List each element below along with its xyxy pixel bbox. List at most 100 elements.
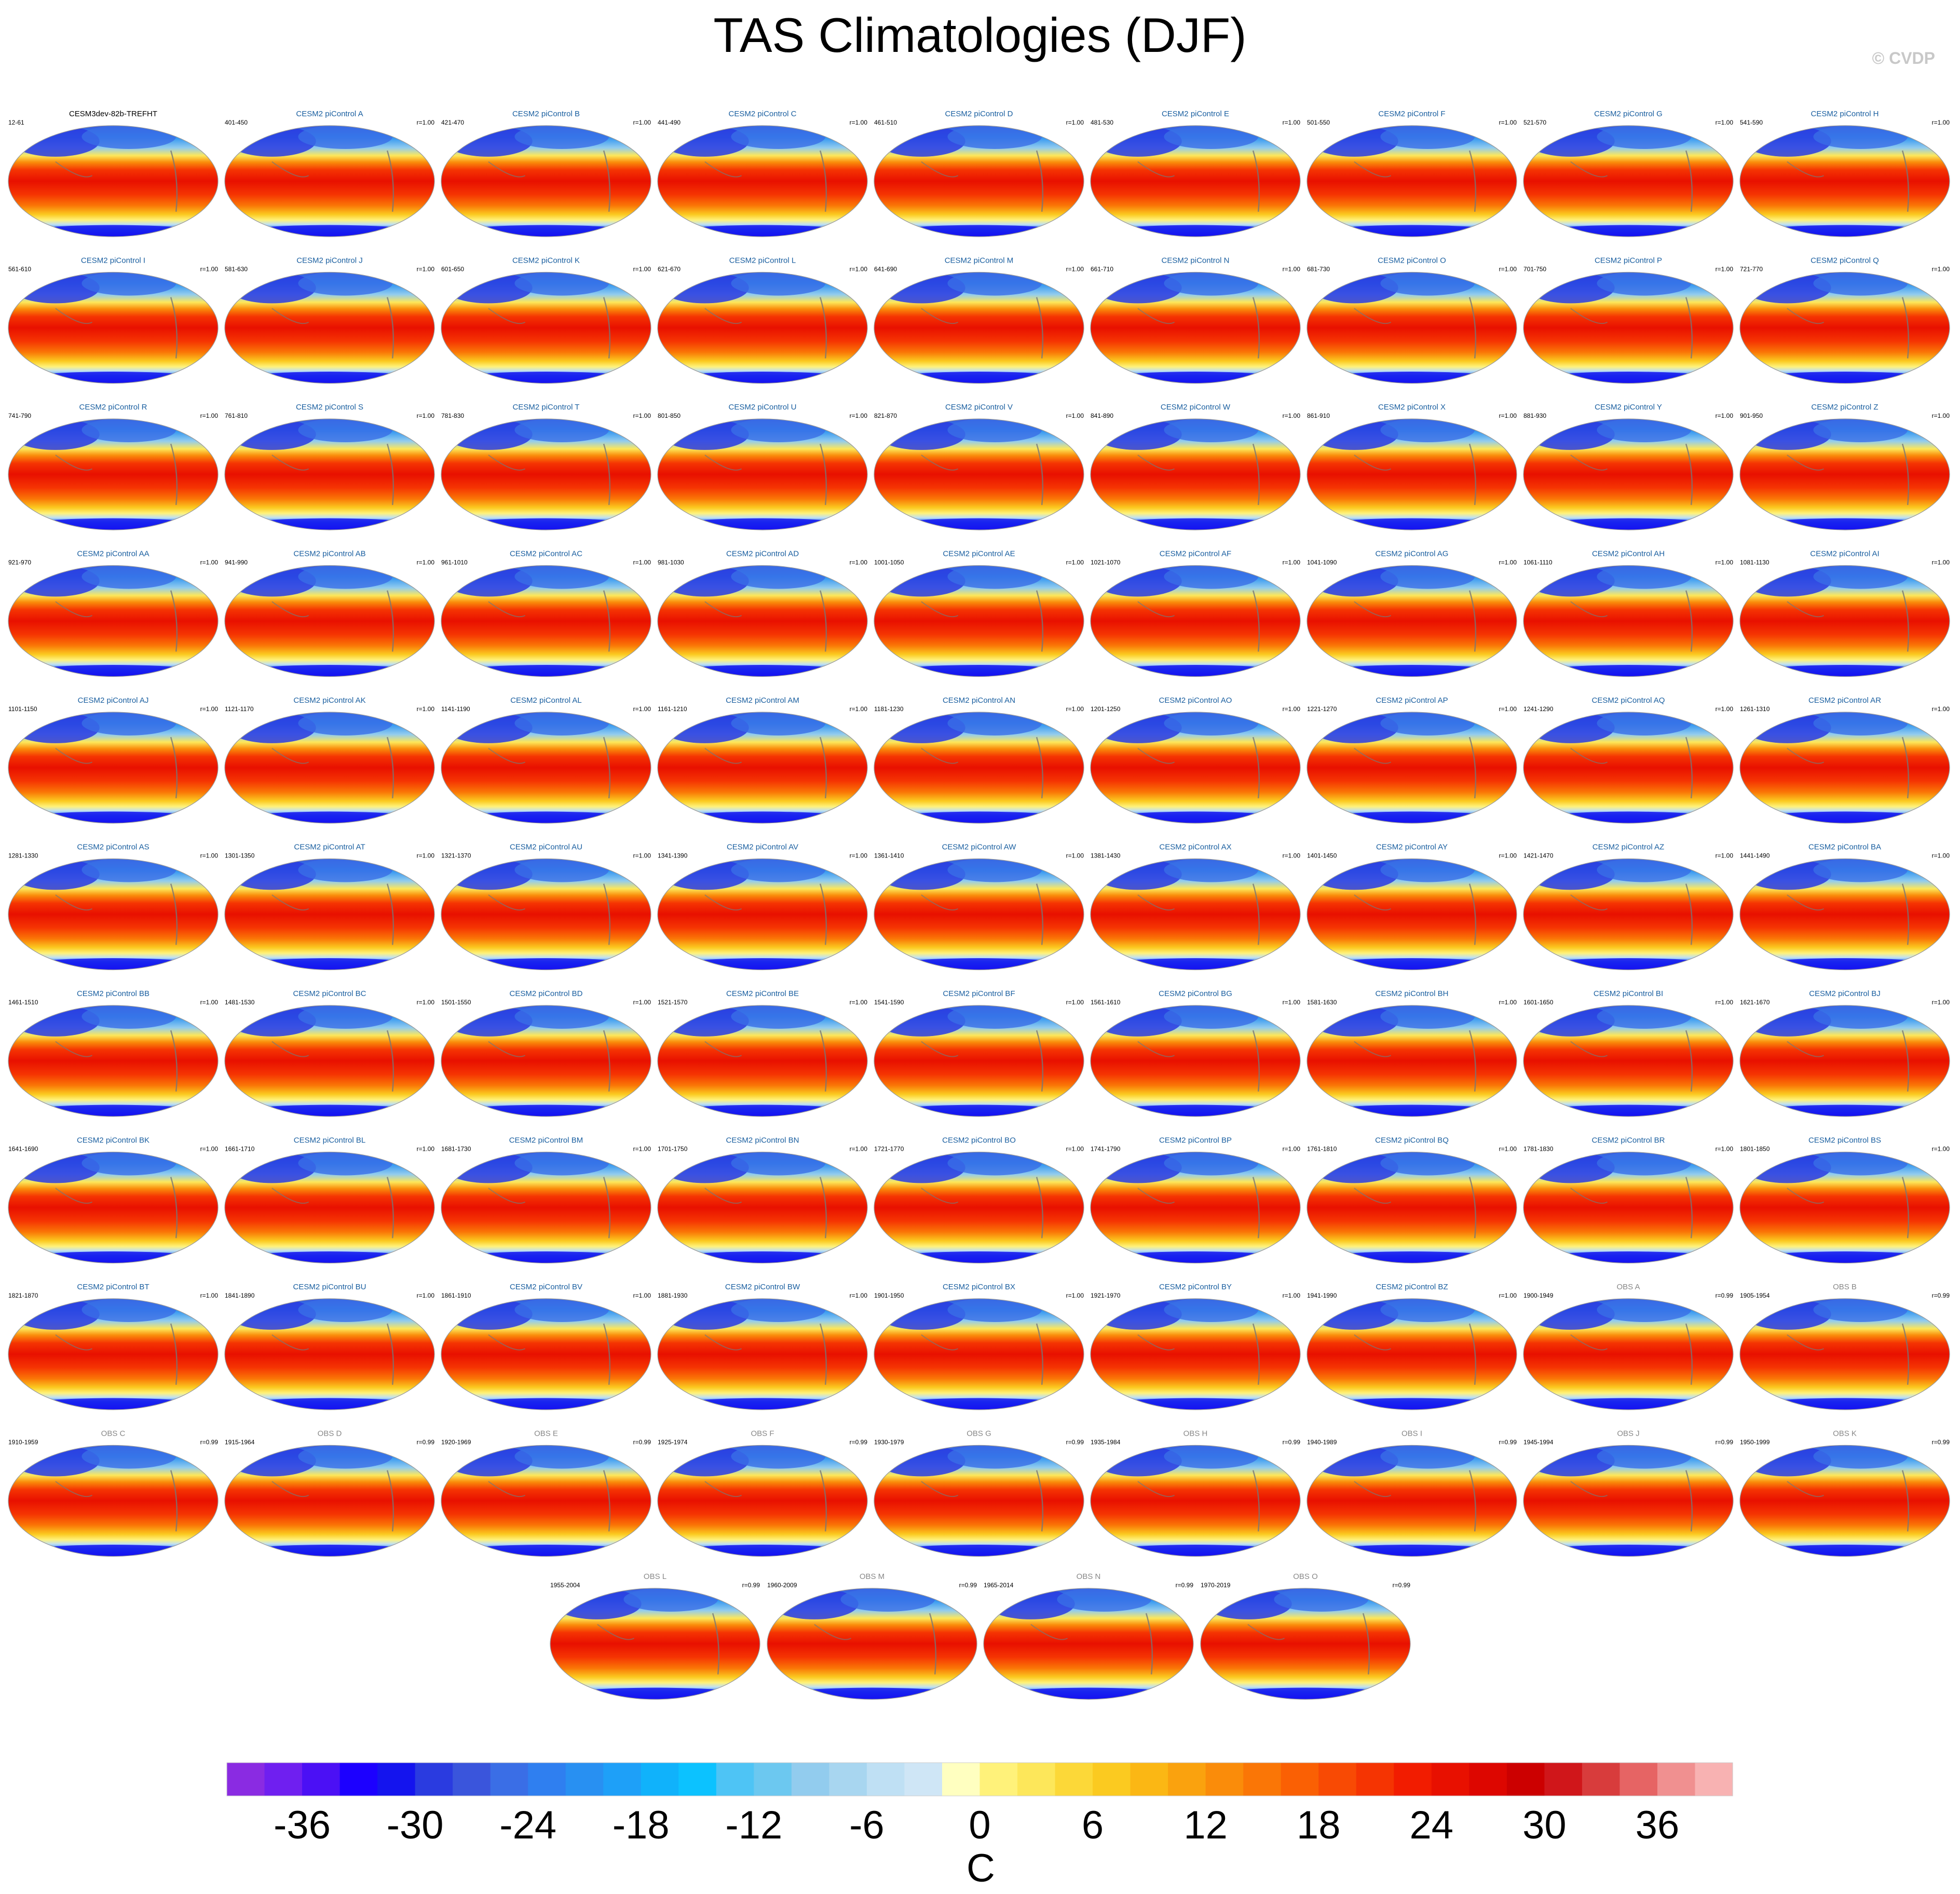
coastline <box>1901 150 1910 212</box>
map-border <box>1523 1445 1734 1557</box>
coastline <box>1468 1030 1477 1092</box>
cold-region <box>298 272 393 296</box>
coastline <box>1354 1188 1392 1204</box>
colorbar-swatch <box>1205 1763 1244 1796</box>
map-panel: CESM2 piControl BN 1701-1750 r=1.00 <box>657 1136 868 1264</box>
cold-region <box>298 1445 393 1469</box>
panel-title: CESM2 piControl A <box>296 110 363 118</box>
cold-region <box>1101 1545 1290 1557</box>
map-panel: CESM2 piControl AI 1081-1130 r=1.00 <box>1739 550 1950 677</box>
map-border <box>441 712 651 824</box>
panel-correlation: r=1.00 <box>850 119 868 126</box>
cold-region <box>1164 1005 1259 1029</box>
cold-region <box>19 665 208 677</box>
panel-title: OBS O <box>1293 1572 1318 1581</box>
map-border <box>1306 712 1517 824</box>
map-panel: CESM2 piControl P 701-750 r=1.00 <box>1523 256 1734 384</box>
panel-title: CESM2 piControl AX <box>1159 843 1231 852</box>
cold-region <box>1813 859 1908 882</box>
cold-region <box>1534 372 1723 384</box>
panel-correlation: r=1.00 <box>850 1292 868 1299</box>
map-panel: CESM2 piControl BT 1821-1870 r=1.00 <box>8 1283 219 1410</box>
map-panel: CESM2 piControl AY 1401-1450 r=1.00 <box>1306 843 1517 971</box>
colorbar-swatch <box>979 1763 1018 1796</box>
panels-layer: CESM3dev-82b-TREFHT 12-61 CESM2 piControl … <box>8 110 1950 1700</box>
map-panel: CESM2 piControl X 861-910 r=1.00 <box>1306 403 1517 530</box>
coastline <box>1787 1041 1825 1057</box>
colorbar-swatch <box>1544 1763 1583 1796</box>
coastline <box>1570 894 1608 911</box>
map-features <box>11 1005 208 1116</box>
cold-region <box>1597 565 1692 589</box>
coastline <box>1901 1323 1910 1385</box>
map-border <box>1200 1588 1411 1700</box>
panel-title: CESM2 piControl BQ <box>1375 1136 1449 1145</box>
map-panel: CESM2 piControl G 521-570 r=1.00 <box>1523 110 1734 237</box>
coastline <box>819 1177 827 1238</box>
cold-region <box>452 225 641 237</box>
panel-title: OBS I <box>1401 1429 1422 1438</box>
cold-region <box>1597 859 1692 882</box>
panel-years: 1201-1250 <box>1091 705 1121 713</box>
cold-region <box>884 1251 1073 1263</box>
map-panel: CESM2 piControl K 601-650 r=1.00 <box>441 256 651 384</box>
coastline <box>921 161 959 178</box>
map-panel: CESM2 piControl BG 1561-1610 r=1.00 <box>1090 989 1301 1117</box>
cold-region <box>514 1445 609 1469</box>
coastline <box>921 308 959 324</box>
panel-correlation: r=0.99 <box>1716 1439 1734 1446</box>
coastline <box>603 1323 611 1385</box>
panel-years: 1181-1230 <box>874 705 904 713</box>
map-border <box>1090 712 1301 824</box>
map-panel: OBS A 1900-1949 r=0.99 <box>1523 1283 1734 1410</box>
map-border <box>983 1588 1194 1700</box>
panel-correlation: r=1.00 <box>417 1292 435 1299</box>
panel-title: CESM2 piControl AL <box>510 696 582 705</box>
cold-region <box>1164 419 1259 442</box>
cold-region <box>19 372 208 384</box>
map-panel: CESM2 piControl AF 1021-1070 r=1.00 <box>1090 550 1301 677</box>
panel-years: 881-930 <box>1523 412 1546 419</box>
map-panel: CESM2 piControl BP 1741-1790 r=1.00 <box>1090 1136 1301 1264</box>
panel-correlation: r=0.99 <box>1932 1439 1950 1446</box>
panel-correlation: r=0.99 <box>1932 1292 1950 1299</box>
cold-region <box>1813 126 1908 149</box>
coastline <box>819 1323 827 1385</box>
map-features <box>661 272 857 384</box>
cold-region <box>1101 958 1290 970</box>
colorbar-swatch <box>829 1763 867 1796</box>
map-border <box>657 418 868 530</box>
panel-title: CESM2 piControl AT <box>294 843 365 852</box>
panel-years: 961-1010 <box>441 559 468 566</box>
panel-title: CESM2 piControl P <box>1595 256 1662 265</box>
map-features <box>1310 1299 1506 1410</box>
coastline <box>170 1030 178 1092</box>
panel-correlation: r=1.00 <box>1283 705 1301 713</box>
map-border <box>224 271 435 384</box>
cold-region <box>298 1299 393 1322</box>
coastline <box>597 1624 635 1640</box>
cold-region <box>668 811 857 823</box>
map-panel: OBS B 1905-1954 r=0.99 <box>1739 1283 1950 1410</box>
panel-years: 1941-1990 <box>1307 1292 1337 1299</box>
panel-years: 1321-1370 <box>441 852 471 860</box>
map-panel: CESM2 piControl AZ 1421-1470 r=1.00 <box>1523 843 1734 971</box>
coastline <box>1468 883 1477 945</box>
panel-correlation: r=1.00 <box>1283 852 1301 860</box>
map-panel: CESM2 piControl AS 1281-1330 r=1.00 <box>8 843 219 971</box>
panel-years: 1221-1270 <box>1307 705 1337 713</box>
coastline <box>170 1323 178 1385</box>
coastline <box>170 737 178 798</box>
map-panel: CESM2 piControl AK 1121-1170 r=1.00 <box>224 696 435 824</box>
cold-region <box>514 1299 609 1322</box>
panel-years: 1901-1950 <box>874 1292 904 1299</box>
coastline <box>1468 1323 1477 1385</box>
coastline <box>1787 747 1825 764</box>
coastline <box>921 1188 959 1204</box>
coastline <box>1252 297 1260 359</box>
map-features <box>11 712 208 823</box>
cold-region <box>1750 225 1939 237</box>
cold-region <box>514 565 609 589</box>
cold-region <box>1380 859 1475 882</box>
panel-years: 1441-1490 <box>1740 852 1770 860</box>
